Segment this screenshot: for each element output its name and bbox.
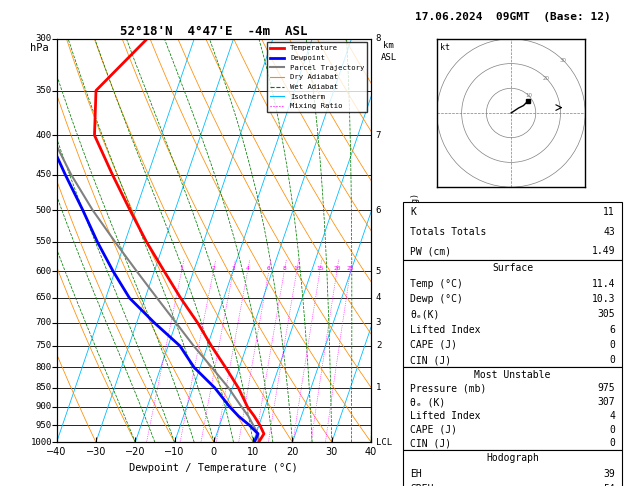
Bar [403, 450, 622, 486]
Text: 2: 2 [376, 341, 381, 350]
Text: Surface: Surface [492, 263, 533, 274]
Text: K: K [410, 208, 416, 217]
Text: Mixing Ratio (g/kg): Mixing Ratio (g/kg) [411, 193, 420, 288]
Text: Temp (°C): Temp (°C) [410, 278, 463, 289]
Text: 650: 650 [36, 294, 52, 302]
Text: 400: 400 [36, 131, 52, 140]
Text: 1: 1 [180, 266, 184, 271]
Text: 350: 350 [36, 86, 52, 95]
Text: 950: 950 [36, 420, 52, 430]
Text: 0: 0 [609, 425, 615, 434]
Text: SREH: SREH [410, 484, 434, 486]
Title: 52°18'N  4°47'E  -4m  ASL: 52°18'N 4°47'E -4m ASL [120, 25, 308, 38]
Text: 15: 15 [316, 266, 324, 271]
Text: 10: 10 [525, 93, 532, 98]
Text: 6: 6 [609, 325, 615, 334]
Text: 600: 600 [36, 267, 52, 276]
Text: Most Unstable: Most Unstable [474, 369, 551, 380]
Text: 54: 54 [603, 484, 615, 486]
Text: 8: 8 [282, 266, 286, 271]
Text: 305: 305 [598, 309, 615, 319]
Text: CAPE (J): CAPE (J) [410, 340, 457, 350]
Text: km: km [383, 41, 394, 50]
Text: CIN (J): CIN (J) [410, 438, 452, 449]
Text: Lifted Index: Lifted Index [410, 325, 481, 334]
Text: Pressure (mb): Pressure (mb) [410, 383, 487, 393]
Text: 500: 500 [36, 206, 52, 214]
Text: 25: 25 [347, 266, 354, 271]
Text: 750: 750 [36, 341, 52, 350]
Text: 10.3: 10.3 [591, 294, 615, 304]
Text: 0: 0 [609, 340, 615, 350]
Text: EH: EH [410, 469, 422, 479]
Text: hPa: hPa [30, 43, 48, 53]
Bar [403, 260, 622, 367]
Text: 1: 1 [376, 383, 381, 392]
Text: PW (cm): PW (cm) [410, 246, 452, 256]
Text: 4: 4 [246, 266, 250, 271]
Text: 3: 3 [231, 266, 235, 271]
Text: 5: 5 [376, 267, 381, 276]
Bar [403, 367, 622, 450]
Text: 800: 800 [36, 363, 52, 372]
Text: 307: 307 [598, 397, 615, 407]
Text: 2: 2 [211, 266, 215, 271]
Text: 975: 975 [598, 383, 615, 393]
Text: 30: 30 [560, 58, 567, 63]
Text: 11: 11 [603, 208, 615, 217]
Text: 11.4: 11.4 [591, 278, 615, 289]
Legend: Temperature, Dewpoint, Parcel Trajectory, Dry Adiabat, Wet Adiabat, Isotherm, Mi: Temperature, Dewpoint, Parcel Trajectory… [267, 42, 367, 112]
Text: 550: 550 [36, 238, 52, 246]
Bar [403, 202, 622, 260]
Text: 900: 900 [36, 402, 52, 412]
Text: 10: 10 [293, 266, 301, 271]
Text: 43: 43 [603, 227, 615, 237]
Text: 4: 4 [609, 411, 615, 421]
X-axis label: Dewpoint / Temperature (°C): Dewpoint / Temperature (°C) [130, 463, 298, 473]
Text: CIN (J): CIN (J) [410, 355, 452, 365]
Text: 17.06.2024  09GMT  (Base: 12): 17.06.2024 09GMT (Base: 12) [415, 12, 611, 22]
Text: 4: 4 [376, 294, 381, 302]
Text: 7: 7 [376, 131, 381, 140]
Text: 8: 8 [376, 35, 381, 43]
Text: 1000: 1000 [30, 438, 52, 447]
Text: 39: 39 [603, 469, 615, 479]
Text: Totals Totals: Totals Totals [410, 227, 487, 237]
Text: 6: 6 [376, 206, 381, 214]
Text: 850: 850 [36, 383, 52, 392]
Text: ASL: ASL [381, 53, 396, 62]
Text: 300: 300 [36, 35, 52, 43]
Text: 6: 6 [267, 266, 270, 271]
Text: Lifted Index: Lifted Index [410, 411, 481, 421]
Text: 700: 700 [36, 318, 52, 327]
Text: 450: 450 [36, 170, 52, 179]
Text: 0: 0 [609, 438, 615, 449]
Text: θₑ (K): θₑ (K) [410, 397, 445, 407]
Text: 20: 20 [542, 75, 550, 81]
Text: kt: kt [440, 43, 450, 52]
Text: 20: 20 [333, 266, 341, 271]
Text: CAPE (J): CAPE (J) [410, 425, 457, 434]
Text: LCL: LCL [376, 438, 392, 447]
Text: 3: 3 [376, 318, 381, 327]
Text: θₑ(K): θₑ(K) [410, 309, 440, 319]
Text: Dewp (°C): Dewp (°C) [410, 294, 463, 304]
Text: Hodograph: Hodograph [486, 453, 539, 463]
Text: 0: 0 [609, 355, 615, 365]
Text: 1.49: 1.49 [591, 246, 615, 256]
